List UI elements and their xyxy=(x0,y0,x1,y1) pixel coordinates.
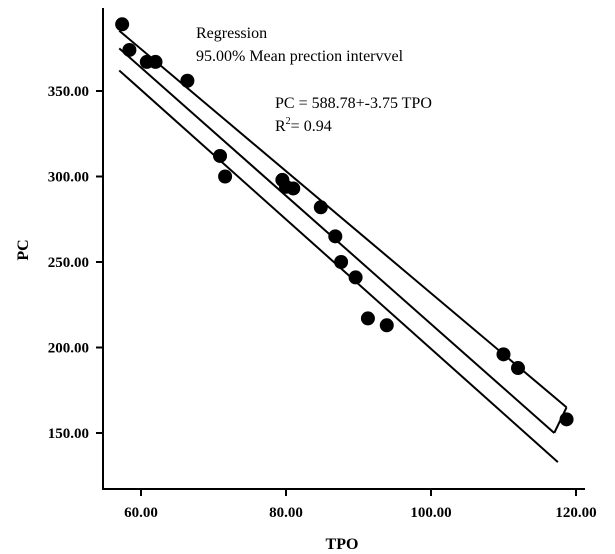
data-point xyxy=(286,181,301,196)
regression-equation: PC = 588.78+-3.75 TPO xyxy=(275,95,432,112)
data-point xyxy=(328,229,343,244)
data-point xyxy=(334,255,349,269)
data-point xyxy=(180,73,195,88)
data-point xyxy=(122,42,137,57)
data-point xyxy=(379,318,394,333)
data-point xyxy=(115,17,130,32)
legend-regression-label: Regression xyxy=(196,25,267,42)
x-axis-title: TPO xyxy=(326,536,359,553)
interval-upper-line xyxy=(118,29,568,409)
axes xyxy=(102,8,585,490)
x-ticks: 60.00 80.00 100.00 120.00 xyxy=(124,489,597,521)
y-tick-label: 200.00 xyxy=(48,341,89,357)
r-squared: R2= 0.94 xyxy=(275,116,332,135)
data-point xyxy=(511,361,525,376)
x-tick-label: 120.00 xyxy=(555,505,596,521)
y-tick-label: 250.00 xyxy=(48,255,89,271)
data-point xyxy=(313,200,328,215)
data-point xyxy=(148,54,163,69)
data-point xyxy=(348,270,363,285)
x-tick-label: 60.00 xyxy=(124,505,158,521)
data-point xyxy=(496,347,511,362)
data-point xyxy=(213,148,228,163)
y-tick-label: 150.00 xyxy=(48,426,89,442)
y-tick-label: 350.00 xyxy=(48,84,89,100)
x-tick-label: 80.00 xyxy=(269,505,303,521)
legend-interval-label: 95.00% Mean prection intervvel xyxy=(196,48,404,65)
y-ticks: 150.00 200.00 250.00 300.00 350.00 xyxy=(48,84,103,442)
x-tick-label: 100.00 xyxy=(410,505,451,521)
data-point xyxy=(218,169,233,184)
data-point xyxy=(559,412,574,427)
y-tick-label: 300.00 xyxy=(48,170,89,186)
data-points xyxy=(115,17,574,427)
data-point xyxy=(360,311,375,326)
y-axis-title: PC xyxy=(15,239,32,260)
